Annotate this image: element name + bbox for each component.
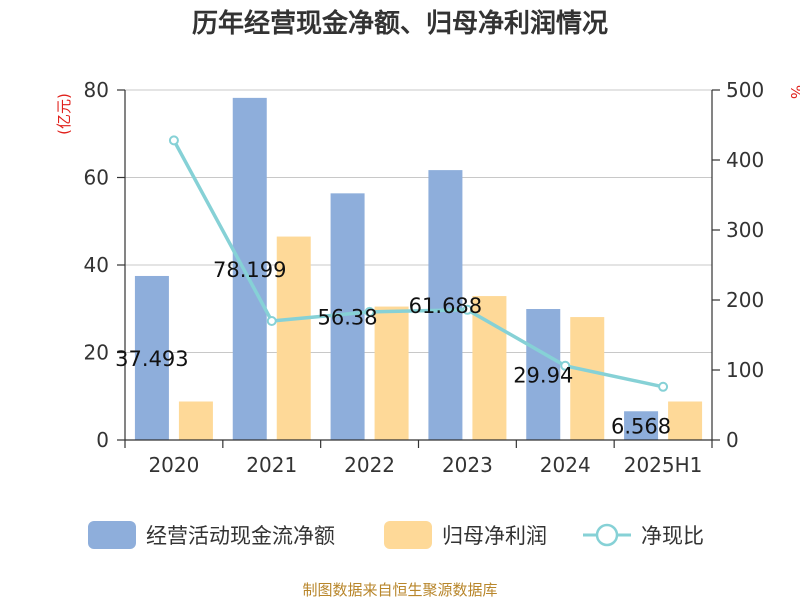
line-point	[658, 381, 669, 392]
x-axis-tick-label: 2023	[442, 453, 493, 477]
line-point	[168, 135, 179, 146]
right-axis-tick-label: 300	[726, 218, 764, 242]
legend-marker	[595, 523, 619, 547]
bar	[374, 306, 409, 440]
bar	[134, 275, 169, 440]
gridlines	[125, 89, 712, 353]
bar	[232, 97, 267, 441]
chart-title: 历年经营现金净额、归母净利润情况	[192, 8, 608, 39]
right-axis-tick-label: 200	[726, 288, 764, 312]
legend-label: 净现比	[641, 524, 704, 548]
bar	[178, 401, 213, 440]
bar	[526, 309, 561, 440]
left-axis-tick-label: 80	[84, 78, 109, 102]
axes: 0 20 40 60 80 (亿元) 0 100 200 300 400 500% 2020 2021 20…	[55, 78, 800, 477]
left-axis-unit: (亿元)	[55, 93, 73, 135]
right-axis-tick-label: 500	[726, 78, 764, 102]
bar	[428, 170, 463, 441]
source-note: 制图数据来自恒生聚源数据库	[302, 581, 497, 599]
line-point	[560, 360, 571, 371]
legend-swatch	[88, 521, 136, 549]
line-point	[266, 316, 277, 326]
bar-series	[134, 97, 703, 441]
line-point	[364, 306, 375, 317]
left-axis-tick-label: 60	[84, 166, 109, 190]
bar-data-label: 6.568	[611, 415, 671, 439]
x-axis-tick-label: 2021	[246, 453, 297, 477]
ratio-line-series	[168, 135, 669, 392]
right-axis-tick-label: 0	[726, 428, 739, 452]
bar-data-label: 37.493	[115, 347, 188, 371]
legend-label: 归母净利润	[442, 524, 547, 548]
right-axis-tick-label: 400	[726, 148, 764, 172]
data-labels: 37.493 78.199 56.38 61.688 29.94 6.568	[115, 258, 671, 439]
legend: 经营活动现金流净额 归母净利润 净现比	[88, 521, 704, 549]
legend-label: 经营活动现金流净额	[146, 524, 335, 548]
bar	[276, 236, 311, 440]
bar	[472, 296, 507, 440]
right-axis-unit: %	[787, 85, 800, 99]
bar	[668, 401, 703, 440]
ratio-line	[172, 139, 664, 389]
left-axis-tick-label: 40	[84, 253, 109, 277]
bar-data-label: 56.38	[318, 306, 378, 330]
x-axis-tick-label: 2022	[344, 453, 395, 477]
left-axis-tick-label: 0	[96, 428, 109, 452]
bar	[624, 411, 659, 440]
bar-data-label: 61.688	[409, 294, 482, 318]
x-axis-tick-label: 2025H1	[624, 453, 703, 477]
line-point	[462, 304, 473, 315]
bar-data-label: 78.199	[213, 258, 286, 282]
right-axis-tick-label: 100	[726, 358, 764, 382]
x-axis-tick-label: 2024	[540, 453, 591, 477]
legend-swatch	[384, 521, 432, 549]
x-axis-tick-label: 2020	[148, 453, 199, 477]
left-axis-tick-label: 20	[84, 341, 109, 365]
bar-data-label: 29.94	[513, 364, 573, 388]
bar	[570, 317, 605, 440]
